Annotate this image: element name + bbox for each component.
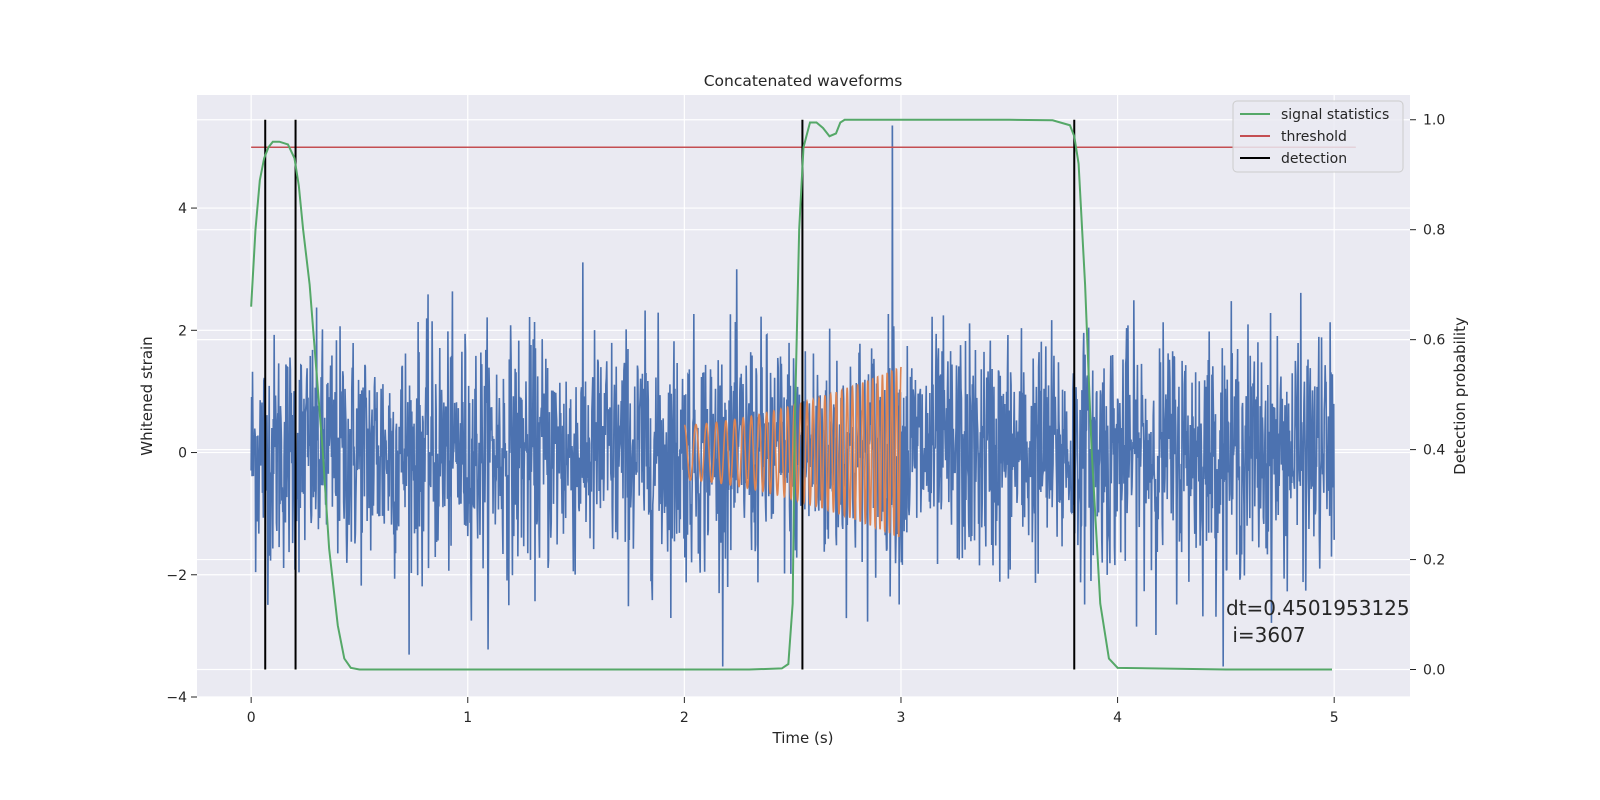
- x-axis-label: Time (s): [772, 729, 834, 747]
- signal-statistics-line: [250, 118, 1333, 671]
- y2-tick-label-4: 0.8: [1423, 223, 1445, 239]
- y-tick-label-1: −2: [166, 568, 187, 584]
- x-axis-ticks: 0 1 2 3 4 5: [247, 697, 1339, 726]
- x-tick-label-4: 4: [1113, 710, 1122, 726]
- x-tick-label-2: 2: [680, 710, 689, 726]
- legend-box: [1232, 100, 1404, 173]
- y2-tick-label-1: 0.2: [1423, 553, 1445, 569]
- y-tick-label-2: 0: [178, 446, 187, 462]
- detection-lines: [264, 119, 1076, 670]
- legend-label-signal-statistics: signal statistics: [1281, 107, 1389, 123]
- annotation-dt: dt=0.4501953125: [1226, 596, 1410, 620]
- chart-title: Concatenated waveforms: [704, 72, 903, 90]
- annotation-index: i=3607: [1226, 623, 1306, 647]
- legend-label-threshold: threshold: [1281, 129, 1347, 145]
- y-tick-label-3: 2: [178, 323, 187, 339]
- y2-axis-label: Detection probability: [1451, 317, 1469, 475]
- legend-label-detection: detection: [1281, 151, 1347, 167]
- y2-tick-label-5: 1.0: [1423, 113, 1445, 129]
- y-tick-label-4: 4: [178, 201, 187, 217]
- y2-tick-label-0: 0.0: [1423, 663, 1445, 679]
- y-axis-ticks: −4 −2 0 2 4: [166, 201, 197, 706]
- grid-y2: [197, 119, 1410, 671]
- x-tick-label-1: 1: [463, 710, 472, 726]
- x-tick-label-5: 5: [1330, 710, 1339, 726]
- y-axis-label: Whitened strain: [138, 336, 156, 455]
- y2-tick-label-3: 0.6: [1423, 333, 1445, 349]
- x-tick-label-3: 3: [897, 710, 906, 726]
- y2-tick-label-2: 0.4: [1423, 443, 1445, 459]
- y-tick-label-0: −4: [166, 690, 187, 706]
- injected-chirp-line: [683, 366, 902, 538]
- y2-axis-ticks: 0.0 0.2 0.4 0.6 0.8 1.0: [1410, 113, 1445, 679]
- x-tick-label-0: 0: [247, 710, 256, 726]
- legend: signal statistics threshold detection: [1232, 100, 1404, 173]
